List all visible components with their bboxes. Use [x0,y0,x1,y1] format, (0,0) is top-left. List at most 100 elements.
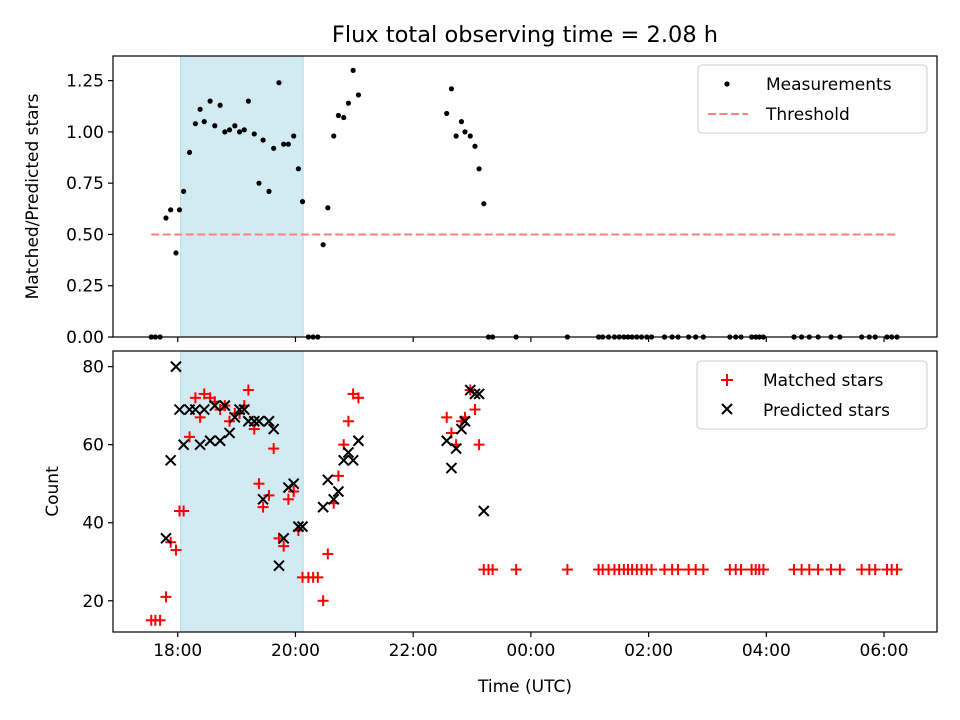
measurement-point [163,215,169,221]
matched-star-point [154,614,166,626]
matched-star-point [312,571,324,583]
matched-star-point [198,388,210,400]
matched-star-point [282,493,294,505]
measurement-point [226,127,233,133]
measurement-point [341,114,347,121]
measurement-point [345,100,352,106]
matched-star-point [561,564,573,576]
top-ytick-label: 0.50 [66,225,104,245]
xtick-label: 22:00 [389,641,438,661]
measurement-point [217,102,223,108]
bottom-ytick-label: 20 [82,592,104,612]
measurement-point [295,166,301,172]
measurement-point [481,201,487,207]
predicted-star-point [473,388,485,400]
xtick-label: 06:00 [860,641,909,661]
xtick-label: 04:00 [742,641,791,661]
predicted-star-point [248,415,260,427]
matched-star-point [160,591,172,603]
predicted-star-point [263,415,275,427]
measurement-point [173,250,179,256]
matched-star-point [170,544,182,556]
matched-star-point [891,564,903,576]
bottom-legend-box [696,360,928,430]
predicted-star-point [209,399,221,412]
matched-star-point [441,411,453,423]
measurement-point [472,143,478,149]
matched-star-point [332,470,344,482]
matched-star-point [646,564,658,576]
matched-star-point [322,548,334,560]
top-panel: 0.00 0.25 0.50 0.75 1.00 1.25 Matched/Predict… [23,55,938,348]
predicted-star-point [223,427,236,439]
matched-legend-label: Matched stars [763,371,883,391]
matched-star-point [189,392,201,404]
predicted-star-point [459,415,471,427]
matched-star-point [257,501,269,513]
predicted-star-point [164,454,177,466]
predicted-star-point [328,493,340,506]
measurement-point [467,133,473,139]
predicted-star-point [238,403,250,416]
matched-legend-marker [721,374,733,386]
matched-star-point [268,443,280,455]
measurement-point [207,98,213,104]
bottom-y-axis-label: Count [43,466,63,517]
top-legend-box [697,64,928,134]
predicted-legend-label: Predicted stars [763,401,890,421]
xtick-label: 00:00 [506,641,555,661]
predicted-star-point [292,520,305,533]
predicted-star-point [332,485,345,498]
matched-star-point [812,564,824,576]
predicted-star-point [233,403,246,416]
top-ytick-label: 0.00 [66,328,104,348]
measurement-point [168,207,174,213]
xtick-label: 20:00 [271,641,320,661]
predicted-star-point [177,438,190,451]
matched-star-point [253,478,265,490]
top-shaded-interval [180,55,304,338]
top-legend: Measurements Threshold [697,64,928,134]
predicted-star-point [347,454,359,466]
matched-stars-layer [145,384,903,626]
measurement-point [285,141,291,147]
predicted-star-point [478,505,490,517]
predicted-stars-layer [160,360,490,572]
bottom-ytick-label: 40 [82,514,104,534]
measurement-point [281,141,287,147]
predicted-star-point [287,477,300,490]
measurement-point [453,133,459,139]
matched-star-point [697,564,709,576]
measurement-point [266,188,272,194]
measurements-legend-label: Measurements [766,75,892,95]
top-ytick-label: 1.25 [66,72,104,92]
measurement-point [186,149,193,156]
matched-star-point [487,564,499,576]
bottom-ytick-label: 80 [82,358,104,378]
predicted-star-point [214,435,226,447]
predicted-star-point [267,423,280,435]
measurement-point [444,110,450,117]
top-axes-frame [112,55,938,338]
measurement-point [320,242,326,248]
measurement-point [201,119,207,125]
measurement-point [222,129,228,135]
xtick-label: 18:00 [153,641,202,661]
matched-star-point [510,564,522,576]
predicted-star-point [160,532,172,545]
measurement-point [325,205,331,211]
matched-star-point [834,564,846,576]
top-x-ticks [177,337,885,342]
xtick-label: 02:00 [624,641,673,661]
predicted-star-point [317,501,329,513]
predicted-star-point [450,442,462,455]
predicted-star-point [194,438,206,451]
predicted-star-point [257,493,269,506]
bottom-x-ticks: 18:00 20:00 22:00 00:00 02:00 04:00 06:00 [153,632,909,661]
bottom-panel: 20 40 60 80 18:00 20:00 22:00 00:00 02:00 04:00 0… [43,350,938,697]
predicted-star-point [277,532,290,545]
measurement-point [335,112,342,119]
measurement-point [355,92,362,98]
matched-star-point [184,431,196,443]
measurement-point [331,133,337,139]
